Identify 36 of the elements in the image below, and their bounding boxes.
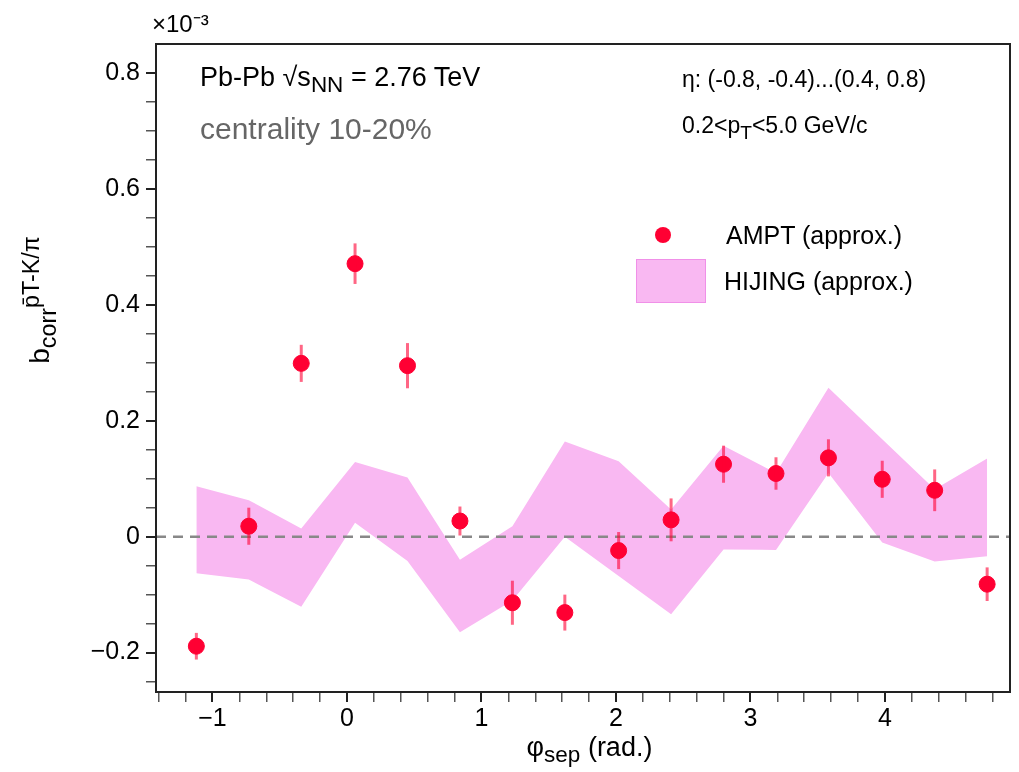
point [926, 481, 944, 499]
point [610, 542, 628, 560]
text: ×10⁻³ [152, 9, 209, 39]
x-tick-label: 4 [877, 702, 892, 731]
y-tick-label: 0 [126, 520, 140, 549]
annotation: Pb-Pb √s$_{NN}$ = 2.76 TeV [200, 62, 481, 99]
point [292, 354, 310, 372]
point [662, 511, 680, 529]
y-tick-label: 0.2 [105, 404, 140, 433]
point [873, 470, 891, 488]
y-tick-label: 0.4 [105, 288, 141, 317]
point [398, 357, 416, 375]
annotation: 0.2<p$_{T}$<5.0 GeV/c [682, 112, 868, 144]
legend-label: HIJING (approx.) [724, 266, 913, 296]
y-tick-label: −0.2 [90, 636, 140, 665]
x-tick-label: −1 [198, 702, 227, 731]
x-tick-label: 2 [609, 702, 623, 731]
point [715, 455, 733, 473]
x-tick-label: 0 [340, 702, 354, 731]
y-tick-label: 0.8 [105, 56, 140, 85]
annotation: η: (-0.8, -0.4)...(0.4, 0.8) [682, 66, 927, 93]
x-tick-label: 3 [743, 702, 758, 731]
point [767, 464, 785, 482]
point [240, 517, 258, 535]
point [503, 594, 521, 612]
point [451, 512, 469, 530]
point [978, 575, 996, 593]
y-tick-label: 0.6 [105, 172, 140, 201]
point [187, 637, 205, 655]
point [346, 255, 364, 273]
annotation: centrality 10-20% [200, 112, 432, 146]
point [556, 604, 574, 622]
x-tick-label: 1 [474, 702, 489, 731]
point [819, 449, 837, 467]
legend-label: AMPT (approx.) [726, 220, 902, 250]
x-axis-title: φ$_{sep}$ (rad.) [525, 732, 654, 769]
